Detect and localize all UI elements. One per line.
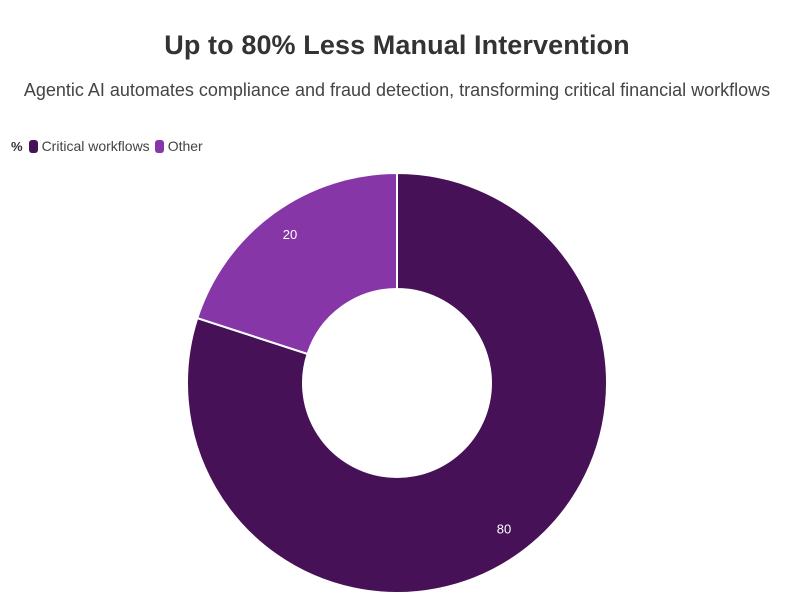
chart-subtitle: Agentic AI automates compliance and frau… — [23, 80, 771, 100]
legend-unit: % — [11, 138, 23, 154]
legend-item-other[interactable]: Other — [154, 138, 203, 154]
legend-label: Other — [167, 138, 203, 154]
slice-value-label: 20 — [283, 227, 297, 242]
legend-label: Critical workflows — [41, 138, 150, 154]
legend-swatch-icon — [28, 139, 38, 153]
slice-other[interactable] — [196, 171, 398, 356]
slice-value-label: 80 — [497, 522, 511, 537]
slice-critical-workflows[interactable] — [186, 171, 608, 594]
legend-swatch-icon — [154, 139, 164, 153]
legend-item-critical-workflows[interactable]: Critical workflows — [28, 138, 150, 154]
legend: % Critical workflows Other — [11, 138, 208, 154]
chart-title: Up to 80% Less Manual Intervention — [164, 30, 630, 60]
